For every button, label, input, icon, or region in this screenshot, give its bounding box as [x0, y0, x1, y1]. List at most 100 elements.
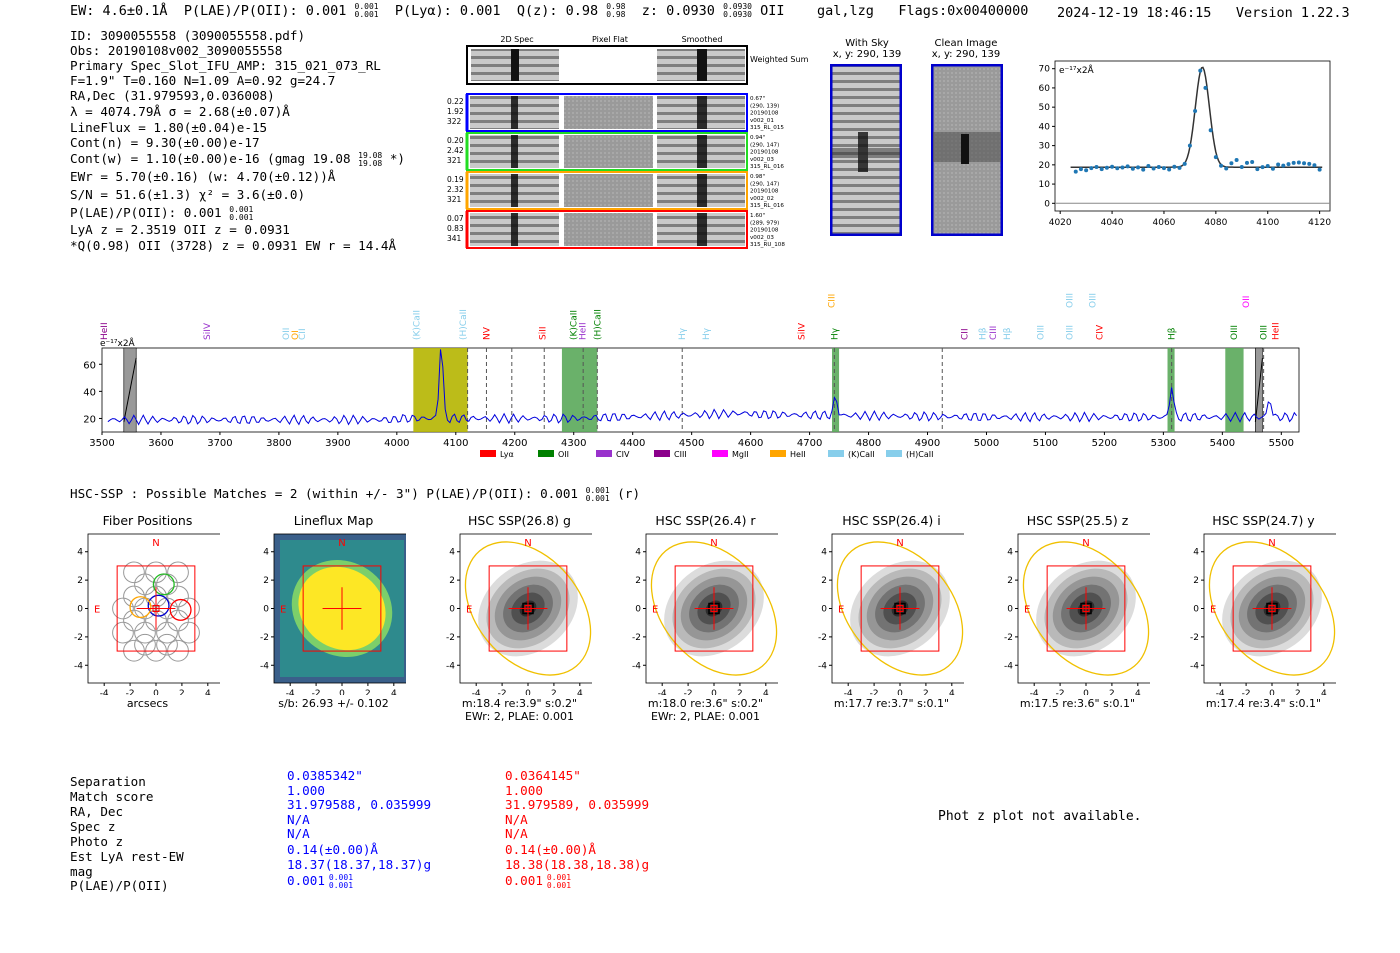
hsc-ytick: 0	[635, 605, 641, 615]
hsc-xtick: -4	[844, 689, 853, 695]
contw-lo: 19.08	[358, 158, 383, 168]
cutout-right-label: v002_01	[750, 118, 774, 124]
zoom-xtick: 4060	[1153, 218, 1176, 228]
hsc-xtick: -4	[100, 689, 109, 695]
legend-swatch	[770, 450, 786, 457]
spectrum-xtick: 4900	[915, 438, 940, 449]
cutout-right-label: 20190108	[750, 189, 779, 195]
aperture-box	[1232, 565, 1312, 652]
info-obs: Obs: 20190108v002_3090055558	[70, 43, 283, 58]
zoom-data-point	[1286, 162, 1291, 167]
hsc-ytick: -4	[818, 661, 827, 671]
hsc-ytick: -4	[1004, 661, 1013, 671]
emission-line-label: (H)CaII	[459, 309, 469, 340]
match-value: 18.38(18.38,18.38)g	[505, 857, 650, 872]
fiber-blue	[147, 594, 170, 617]
hsc-panel-title: HSC SSP(24.7) y	[1212, 513, 1315, 528]
hsc-xtick: -2	[1056, 689, 1065, 695]
fiber-circle	[145, 561, 167, 584]
cutout-right-label: v002_03	[750, 235, 774, 241]
zoom-data-point	[1104, 165, 1109, 170]
aperture-box	[488, 565, 568, 652]
emission-line-label: SiII	[538, 326, 548, 340]
contw-tail: *)	[389, 151, 405, 166]
emission-line-label: Hγ	[702, 327, 712, 340]
info-sn: S/N = 51.6(±1.3) χ² = 3.6(±0.0)	[70, 187, 306, 202]
zoom-data-point	[1312, 163, 1317, 168]
hsc-xtick: 2	[551, 689, 557, 695]
east-label: E	[94, 605, 100, 616]
cutout-left-label: 0.19	[447, 175, 464, 184]
zoom-data-point	[1182, 161, 1187, 166]
cutout-right-label: 20190108	[750, 228, 779, 234]
north-label: N	[1082, 538, 1089, 549]
with-sky-xy: x, y: 290, 139	[832, 49, 902, 60]
cutout-right-label: 315_RU_108	[750, 242, 785, 248]
zoom-data-point	[1239, 164, 1244, 169]
plya-value: P(Lyα): 0.001	[394, 3, 501, 19]
fiber-circle	[123, 585, 145, 608]
cutout-left-label: 341	[447, 234, 462, 243]
east-label: E	[466, 605, 472, 616]
hsc-ytick: 4	[1193, 548, 1199, 558]
fiber-circle	[167, 609, 189, 632]
cutout-left-label: 322	[447, 117, 462, 126]
hsc-ytick: 4	[635, 548, 641, 558]
spectrum-xtick: 5500	[1269, 438, 1294, 449]
legend-swatch	[712, 450, 728, 457]
zoom-data-point	[1141, 167, 1146, 172]
legend-swatch	[654, 450, 670, 457]
info-plae: P(LAE)/P(OII): 0.001 0.001 0.001	[70, 205, 253, 222]
zoom-ytick: 10	[1039, 180, 1051, 190]
hsc-xtick: 4	[577, 689, 583, 695]
col-header-2d: 2D Spec	[500, 35, 533, 44]
cutout-right-label: 315_RL_015	[750, 125, 784, 131]
info-contw: Cont(w) = 1.10(±0.00)e-16 (gmag 19.08 19…	[70, 151, 405, 168]
cutout-right-label: 20190108	[750, 111, 779, 117]
match-value: 0.14(±0.00)Å	[287, 842, 378, 857]
hsc-xtick: 4	[391, 689, 397, 695]
hsc-ytick: -2	[632, 633, 641, 643]
zoom-xtick: 4040	[1101, 218, 1124, 228]
zoom-data-point	[1302, 161, 1307, 166]
legend-label: HeII	[790, 450, 806, 459]
fiber-circle	[134, 621, 156, 644]
hsc-panel-title: HSC SSP(25.5) z	[1026, 513, 1129, 528]
zoom-data-point	[1265, 164, 1270, 168]
spectrum-xtick: 5200	[1092, 438, 1117, 449]
hsc-xtick: -4	[658, 689, 667, 695]
emission-line-label: Hγ	[830, 327, 840, 340]
spectrum-xtick: 3900	[325, 438, 350, 449]
hsc-panel-image: N E 4 2 0 -2 -4 -4 -2 0 2 4	[260, 533, 406, 695]
hsc-ytick: 4	[77, 548, 83, 558]
plae-lo: 0.001	[354, 10, 379, 19]
hsc-heading-text: HSC-SSP : Possible Matches = 2 (within +…	[70, 486, 578, 501]
zoom-data-point	[1208, 128, 1213, 133]
zoom-data-point	[1120, 165, 1125, 170]
match-label: P(LAE)/P(OII)	[70, 878, 169, 893]
line-window-band	[831, 348, 840, 432]
fiber-circle	[167, 585, 189, 608]
contw-text: Cont(w) = 1.10(±0.00)e-16 (gmag 19.08	[70, 151, 351, 166]
match-label: Spec z	[70, 819, 116, 834]
hsc-panel-title: HSC SSP(26.8) g	[468, 513, 571, 528]
hsc-panel-title: HSC SSP(26.4) i	[842, 513, 941, 528]
north-label: N	[710, 538, 717, 549]
spectrum-xtick: 3600	[148, 438, 173, 449]
emission-line-label: OIII	[1260, 325, 1270, 340]
col-header-flat: Pixel Flat	[592, 35, 628, 44]
zoom-data-point	[1270, 166, 1275, 171]
emission-line-label: Hβ	[978, 327, 988, 340]
spectrum-xtick: 4400	[620, 438, 645, 449]
cutout-right-label: 20190108	[750, 150, 779, 156]
emission-line-label: (K)CaII	[412, 310, 422, 340]
line-window-band	[561, 348, 598, 432]
hsc-xtick: 0	[711, 689, 717, 695]
legend-swatch	[596, 450, 612, 457]
class-value: gal,lzg	[817, 3, 874, 19]
hsc-xtick: 4	[1135, 689, 1141, 695]
zoom-data-point	[1203, 85, 1208, 90]
zoom-data-point	[1250, 159, 1255, 164]
hsc-ytick: -2	[1190, 633, 1199, 643]
hsc-xtick: 4	[1321, 689, 1327, 695]
